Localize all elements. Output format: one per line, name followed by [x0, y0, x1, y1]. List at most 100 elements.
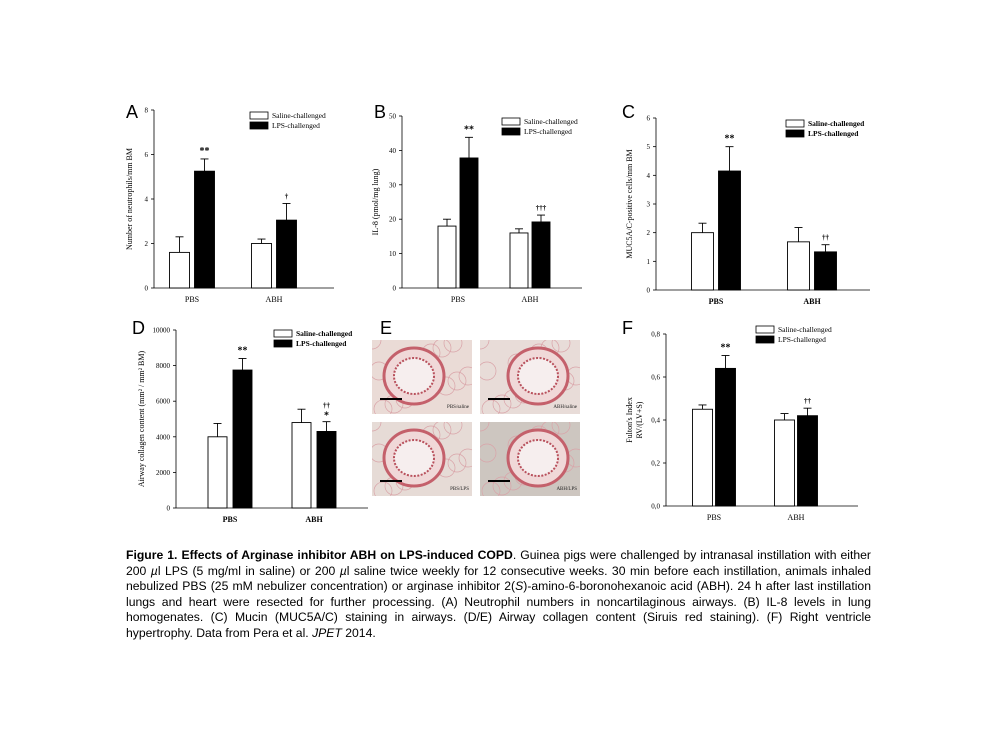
chart-a: A 0 2 4 6 8 Number of neutrophils/mm BM PBS ** AB…	[125, 102, 334, 304]
bar-saline-pbs	[169, 251, 190, 289]
y-tick-label: 2000	[156, 469, 171, 477]
y-axis-label: Airway collagen content (mm² / mm² BM)	[137, 351, 146, 488]
panel-e: E PBS/saline ABH/saline PBS/LPS ABH/LPS	[372, 318, 582, 500]
legend-label-saline: Saline-challenged	[808, 119, 865, 128]
panel-c: C 0 1 2 3 4 5 6 MUC5A/C-positive cells/mm BM PBS *…	[620, 100, 880, 310]
y-tick-label: 0	[167, 505, 171, 513]
bar-lps-abh	[797, 415, 818, 507]
y-tick-label: 6	[145, 151, 149, 159]
caption-title: Figure 1. Effects of Arginase inhibitor …	[126, 548, 513, 562]
category-label-pbs: PBS	[223, 515, 238, 524]
panel-b: B 0 10 20 30 40 50 IL-8 (pmol/mg lung) PBS ** ABH †…	[370, 100, 600, 310]
y-tick-label: 0,0	[651, 503, 660, 511]
bar-saline-abh	[509, 232, 529, 289]
bar-lps-pbs	[232, 369, 253, 509]
caption-text-1: . Guinea pigs were challenged by intrana…	[126, 548, 871, 578]
y-tick-label: 50	[389, 113, 397, 121]
legend-swatch-lps	[501, 127, 521, 136]
y-tick-label: 8	[145, 107, 149, 115]
y-tick-label: 4	[647, 172, 651, 180]
caption-mu-1: µ	[150, 563, 158, 578]
caption-s-italic: S	[515, 579, 524, 593]
y-tick-label: 0	[393, 285, 397, 293]
caption-text-5: 2014.	[341, 625, 376, 640]
panel-label-a: A	[126, 102, 138, 122]
significance-mark: **	[725, 134, 735, 145]
legend-label-lps: LPS-challenged	[272, 121, 320, 130]
legend-label-saline: Saline-challenged	[296, 329, 353, 338]
y-axis-label-2: RV/(LV+S)	[635, 401, 644, 438]
legend-label-saline: Saline-challenged	[524, 117, 578, 126]
bar-saline-pbs	[691, 232, 714, 291]
y-tick-label: 3	[647, 201, 651, 209]
significance-mark: **	[721, 343, 731, 354]
micrograph-pbs-lps: PBS/LPS	[372, 422, 472, 496]
legend-swatch-saline	[273, 329, 293, 338]
y-tick-label: 0,8	[651, 331, 660, 339]
legend-label-lps: LPS-challenged	[808, 129, 859, 138]
significance-mark: ††	[804, 397, 812, 405]
y-axis-label: IL-8 (pmol/mg lung)	[371, 168, 380, 235]
y-tick-label: 10	[389, 250, 397, 258]
y-tick-label: 10000	[153, 327, 171, 335]
y-tick-label: 6000	[156, 398, 171, 406]
y-tick-label: 0	[145, 285, 149, 293]
significance-mark: **	[238, 345, 248, 356]
y-tick-label: 30	[389, 181, 397, 189]
significance-mark: **	[464, 124, 474, 135]
caption-text-2: l LPS (5 mg/ml in saline) or 200	[157, 563, 340, 578]
category-label-pbs: PBS	[709, 297, 724, 306]
significance-mark: ††	[323, 402, 331, 410]
micrograph-label: ABH/LPS	[556, 487, 577, 492]
bar-lps-abh	[276, 219, 297, 289]
bar-lps-abh	[316, 431, 337, 509]
y-axis-label: MUC5A/C-positive cells/mm BM	[625, 149, 634, 258]
y-tick-label: 20	[389, 216, 397, 224]
micrograph-abh-lps: ABH/LPS	[480, 422, 580, 496]
y-tick-label: 8000	[156, 362, 171, 370]
micrograph-pbs-saline: PBS/saline	[372, 340, 472, 414]
bar-lps-pbs	[459, 157, 479, 289]
legend-label-lps: LPS-challenged	[296, 339, 347, 348]
significance-mark: †	[285, 192, 289, 200]
panel-label-c: C	[622, 102, 635, 122]
panel-f: F 0,0 0,2 0,4 0,6 0,8 Fulton's Index RV/(LV+S) P…	[620, 318, 870, 528]
bar-saline-abh	[291, 422, 312, 509]
chart-c: C 0 1 2 3 4 5 6 MUC5A/C-positive cells/mm BM PBS *…	[622, 102, 870, 306]
legend-swatch-saline	[249, 111, 269, 120]
caption-journal: JPET	[312, 625, 342, 640]
scale-bar	[380, 397, 402, 400]
legend-label-saline: Saline-challenged	[272, 111, 326, 120]
category-label-abh: ABH	[305, 515, 323, 524]
micrograph-label: PBS/saline	[447, 405, 469, 410]
category-label-abh: ABH	[803, 297, 821, 306]
airway-section-image	[480, 422, 580, 496]
panel-e-label: E	[380, 318, 393, 338]
bar-saline-abh	[787, 241, 810, 291]
bar-lps-abh	[814, 251, 837, 291]
significance-mark: ††	[822, 234, 830, 242]
airway-section-image	[372, 340, 472, 414]
legend-swatch-lps	[785, 129, 805, 138]
bar-saline-abh	[251, 243, 272, 289]
scale-bar	[488, 397, 510, 400]
panel-a: A 0 2 4 6 8 Number of neutrophils/mm BM PBS ** AB…	[122, 100, 352, 310]
legend-swatch-lps	[273, 339, 293, 348]
micrograph-abh-saline: ABH/saline	[480, 340, 580, 414]
y-axis-label: Number of neutrophils/mm BM	[125, 148, 134, 250]
bar-saline-pbs	[437, 225, 457, 289]
category-label-pbs: PBS	[451, 295, 465, 304]
bar-saline-pbs	[207, 436, 228, 509]
panel-label-b: B	[374, 102, 386, 122]
caption-text-3: l saline twice weekly for 12 consecutive…	[126, 563, 871, 594]
y-tick-label: 1	[647, 258, 651, 266]
y-tick-label: 0,4	[651, 417, 660, 425]
y-tick-label: 6	[647, 115, 651, 123]
legend-label-lps: LPS-challenged	[778, 335, 826, 344]
legend-label-saline: Saline-challenged	[778, 325, 832, 334]
category-label-abh: ABH	[522, 295, 539, 304]
y-axis-label: Fulton's Index	[625, 397, 634, 443]
y-tick-label: 0	[647, 287, 651, 295]
chart-f: F 0,0 0,2 0,4 0,6 0,8 Fulton's Index RV/(LV+S) P…	[622, 318, 858, 522]
caption-text-4: )-amino-6-boronohexanoic acid (ABH). 24 …	[126, 579, 871, 640]
